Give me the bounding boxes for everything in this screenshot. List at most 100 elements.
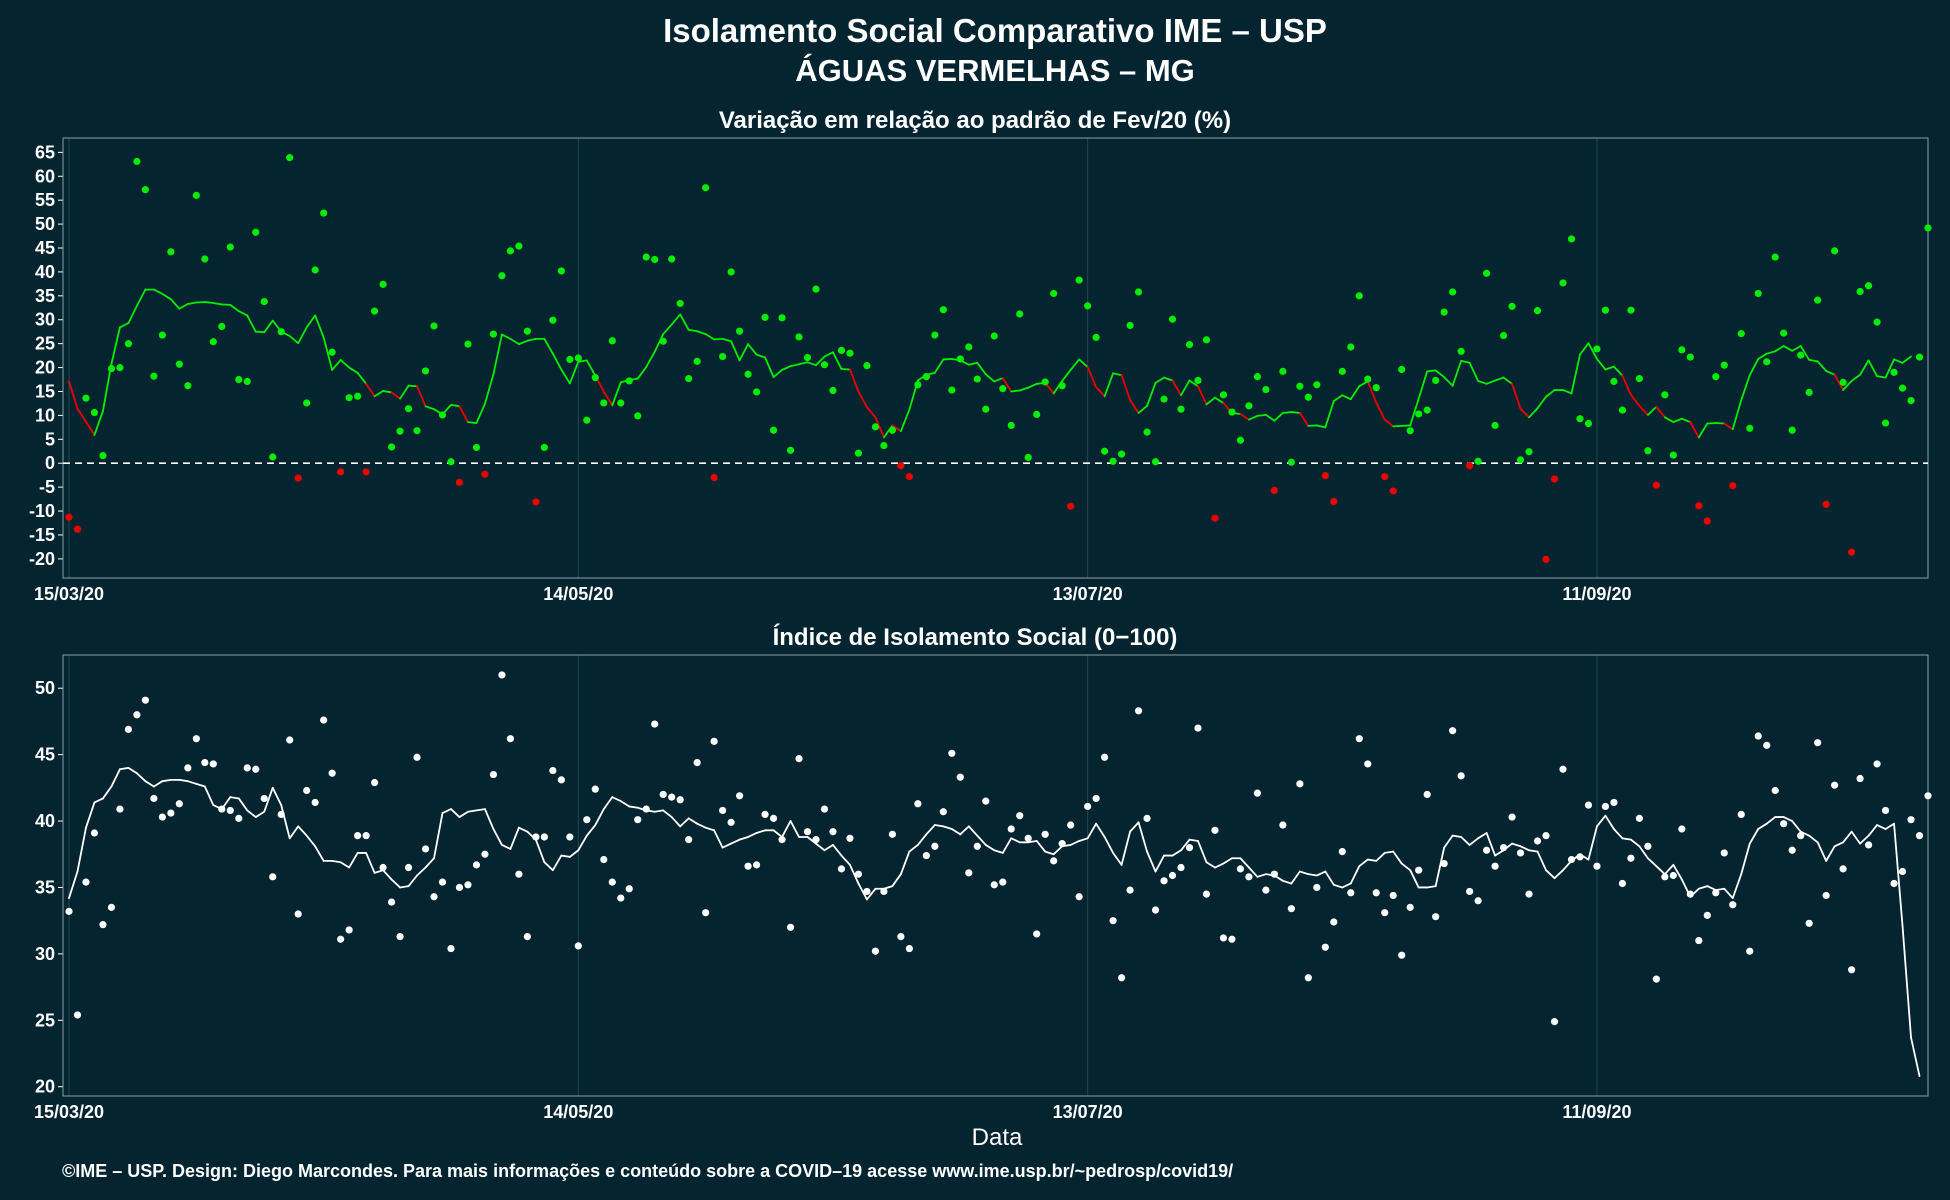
variation-moving-average-segment [339, 359, 351, 369]
variation-moving-average-segment [424, 405, 435, 411]
variation-data-point [651, 255, 659, 264]
variation-data-point [337, 468, 345, 476]
variation-moving-average-segment [1205, 396, 1216, 406]
index-data-point [337, 935, 345, 943]
variation-moving-average-segment [1757, 352, 1768, 360]
variation-moving-average-segment [984, 373, 996, 383]
index-data-point [320, 716, 328, 724]
variation-data-point [209, 338, 217, 346]
variation-data-point [1635, 374, 1643, 383]
index-data-point [1754, 732, 1762, 740]
variation-data-point [396, 427, 404, 435]
variation-moving-average-segment [738, 343, 749, 362]
variation-data-point [1033, 410, 1041, 419]
variation-data-point [1160, 395, 1168, 403]
variation-data-point [1873, 318, 1881, 326]
index-moving-average-segment [1146, 850, 1157, 873]
variation-data-point [82, 394, 90, 402]
index-data-point [1695, 936, 1703, 945]
variation-moving-average-segment [169, 298, 181, 310]
variation-data-point [1831, 247, 1839, 255]
index-moving-average-segment [1646, 857, 1658, 868]
index-moving-average-segment [1324, 870, 1335, 886]
index-data-point [948, 749, 956, 757]
index-moving-average-segment [1876, 824, 1887, 830]
variation-x-tick-label: 14/05/20 [543, 584, 613, 604]
variation-data-point [404, 405, 413, 413]
variation-moving-average-segment [730, 340, 741, 362]
index-data-point [243, 764, 251, 772]
variation-data-point [1143, 428, 1151, 436]
variation-data-point [837, 346, 846, 354]
variation-data-point [973, 375, 981, 383]
variation-y-tick-label: 65 [35, 142, 55, 162]
index-data-point [625, 885, 633, 893]
index-moving-average-segment [1638, 845, 1649, 860]
index-moving-average-segment [424, 857, 435, 869]
variation-moving-average-segment [1154, 376, 1165, 384]
index-moving-average-segment [407, 874, 418, 888]
index-moving-average-segment [1409, 869, 1420, 889]
index-moving-average-segment [203, 785, 215, 806]
index-data-point [1864, 841, 1873, 849]
index-data-point [235, 814, 243, 822]
index-data-point [1644, 842, 1652, 850]
variation-moving-average-segment [1095, 386, 1106, 398]
index-data-point [362, 832, 370, 840]
index-data-point [600, 855, 608, 864]
figure-subtitle: ÁGUAS VERMELHAS – MG [795, 53, 1195, 88]
index-moving-average-segment [611, 796, 622, 803]
index-moving-average-segment [1426, 885, 1437, 889]
variation-moving-average-segment [1103, 372, 1114, 398]
variation-data-point [1279, 367, 1287, 375]
variation-data-point [192, 191, 200, 199]
index-data-point [1533, 837, 1542, 845]
index-data-point [1126, 886, 1134, 894]
variation-data-point [719, 352, 727, 361]
index-data-point [1584, 801, 1593, 809]
variation-moving-average-segment [1129, 399, 1140, 414]
index-data-point [1839, 865, 1847, 873]
variation-data-point [201, 255, 209, 263]
variation-data-point [1050, 289, 1058, 298]
index-moving-average-segment [1791, 820, 1802, 833]
variation-moving-average-segment [1680, 417, 1692, 423]
index-moving-average-segment [1052, 845, 1064, 856]
index-data-point [1092, 794, 1100, 803]
variation-data-point [812, 285, 820, 293]
index-moving-average-segment [484, 808, 495, 830]
index-moving-average-segment [1697, 885, 1709, 890]
index-data-point [1457, 772, 1465, 780]
index-moving-average-segment [1375, 852, 1386, 862]
index-data-point [1432, 913, 1440, 921]
index-data-point [1797, 832, 1805, 840]
variation-moving-average-segment [1027, 382, 1038, 389]
variation-moving-average-segment [866, 406, 877, 419]
variation-moving-average-segment [1816, 360, 1828, 372]
index-data-point [1474, 897, 1482, 905]
index-data-point [209, 760, 217, 768]
variation-data-point [1330, 497, 1338, 506]
variation-data-point [1890, 368, 1898, 376]
index-moving-average-segment [1765, 816, 1777, 825]
index-moving-average-segment [119, 767, 130, 771]
panel-variation-title: Variação em relação ao padrão de Fev/20 … [719, 107, 1231, 134]
variation-data-point [659, 337, 667, 345]
index-data-point [956, 773, 964, 781]
variation-data-point [362, 468, 370, 476]
variation-moving-average-segment [551, 352, 563, 371]
index-data-point [158, 813, 166, 821]
variation-data-point [549, 316, 557, 324]
index-data-point [1881, 806, 1890, 815]
variation-moving-average-segment [1629, 393, 1641, 407]
index-data-point [693, 758, 701, 767]
index-data-point [1449, 727, 1457, 735]
index-moving-average-segment [1808, 834, 1819, 844]
variation-moving-average-segment [679, 313, 690, 331]
variation-data-point [1610, 377, 1618, 386]
index-moving-average-segment [534, 838, 546, 864]
variation-data-point [1712, 373, 1720, 381]
index-moving-average-segment [1400, 862, 1412, 872]
index-moving-average-segment [628, 805, 639, 809]
index-data-point [651, 720, 659, 728]
